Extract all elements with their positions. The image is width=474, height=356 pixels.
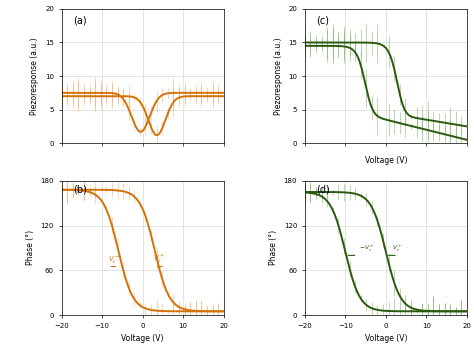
X-axis label: Voltage (V): Voltage (V) xyxy=(365,156,407,166)
Text: (c): (c) xyxy=(316,16,329,26)
Text: (b): (b) xyxy=(73,185,87,195)
X-axis label: Voltage (V): Voltage (V) xyxy=(121,334,164,343)
X-axis label: Voltage (V): Voltage (V) xyxy=(365,334,407,343)
Y-axis label: Piezoresponse (a.u.): Piezoresponse (a.u.) xyxy=(273,37,283,115)
Text: $-V_c^+$: $-V_c^+$ xyxy=(359,244,375,254)
Text: (a): (a) xyxy=(73,16,87,26)
Y-axis label: Phase (°): Phase (°) xyxy=(26,230,35,266)
Y-axis label: Piezoresponse (a.u.): Piezoresponse (a.u.) xyxy=(30,37,39,115)
Text: $V_c^+$: $V_c^+$ xyxy=(153,253,165,265)
Text: (d): (d) xyxy=(316,185,330,195)
Y-axis label: Phase (°): Phase (°) xyxy=(269,230,278,266)
Text: $V_c^-$: $V_c^-$ xyxy=(109,254,120,265)
Text: $V_c^+$: $V_c^+$ xyxy=(392,244,402,254)
